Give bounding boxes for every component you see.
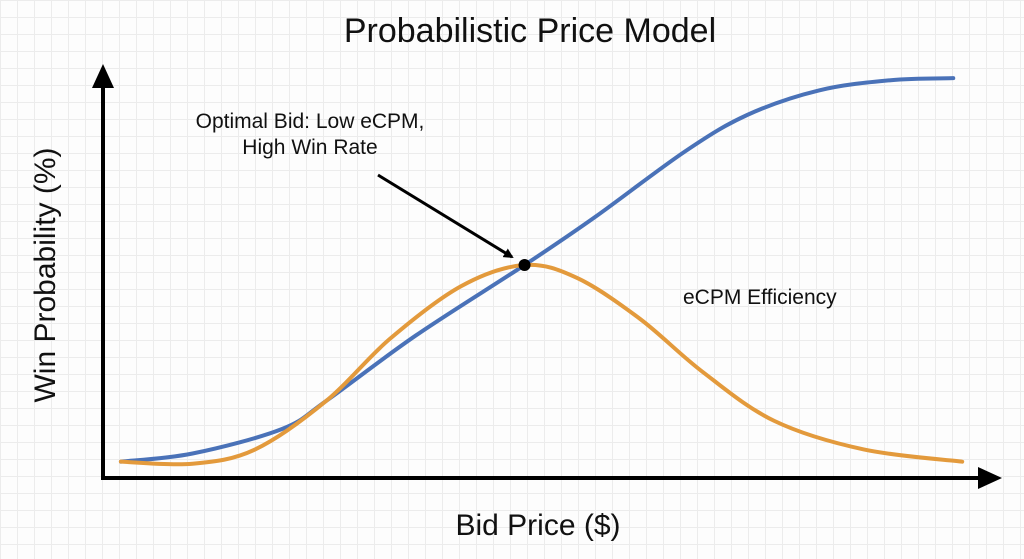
- y-axis-arrowhead: [92, 64, 114, 88]
- annotation-arrow: [377, 173, 514, 259]
- y-axis-label: Win Probability (%): [29, 147, 62, 402]
- optimal-bid-point: [518, 259, 531, 272]
- annotation-line-2: High Win Rate: [242, 136, 377, 159]
- x-axis-arrowhead: [978, 467, 1002, 489]
- series-label-ecpm: eCPM Efficiency: [683, 286, 837, 309]
- win-probability-line: [118, 76, 956, 464]
- chart-title: Probabilistic Price Model: [344, 12, 716, 50]
- x-axis-label: Bid Price ($): [455, 509, 620, 542]
- annotation-line-1: Optimal Bid: Low eCPM,: [196, 110, 425, 133]
